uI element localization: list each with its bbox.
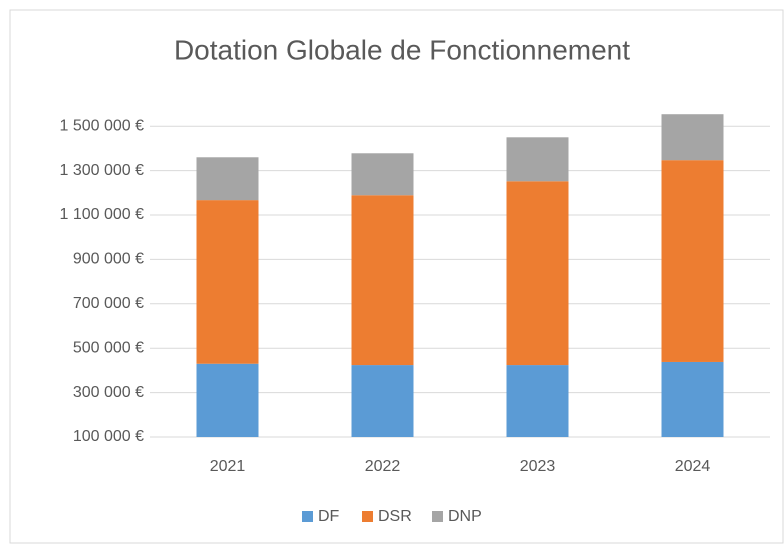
- bar-segment: [661, 160, 724, 362]
- bar-segment: [196, 157, 259, 201]
- legend-label: DF: [318, 508, 340, 525]
- x-tick-label: 2021: [210, 458, 246, 475]
- legend-swatch: [432, 511, 443, 522]
- x-tick-label: 2024: [675, 458, 711, 475]
- y-tick-label: 900 000 €: [73, 251, 144, 268]
- bar-segment: [506, 137, 569, 182]
- legend-swatch: [302, 511, 313, 522]
- legend-label: DNP: [448, 508, 482, 525]
- x-tick-label: 2022: [365, 458, 401, 475]
- bar-segment: [661, 114, 724, 161]
- bar-segment: [506, 181, 569, 366]
- bar-segment: [351, 195, 414, 366]
- legend-swatch: [362, 511, 373, 522]
- y-tick-label: 700 000 €: [73, 295, 144, 312]
- x-tick-label: 2023: [520, 458, 556, 475]
- bar-segment: [351, 365, 414, 437]
- y-tick-label: 1 300 000 €: [59, 162, 144, 179]
- y-tick-label: 300 000 €: [73, 384, 144, 401]
- bar-segment: [661, 361, 724, 437]
- bar-segment: [196, 200, 259, 364]
- bar-segment: [506, 365, 569, 437]
- bar-segment: [351, 153, 414, 196]
- y-tick-label: 1 500 000 €: [59, 117, 144, 134]
- y-tick-label: 1 100 000 €: [59, 206, 144, 223]
- y-tick-label: 100 000 €: [73, 428, 144, 445]
- chart-title: Dotation Globale de Fonctionnement: [174, 34, 630, 65]
- legend-label: DSR: [378, 508, 412, 525]
- bar-segment: [196, 363, 259, 437]
- y-tick-label: 500 000 €: [73, 339, 144, 356]
